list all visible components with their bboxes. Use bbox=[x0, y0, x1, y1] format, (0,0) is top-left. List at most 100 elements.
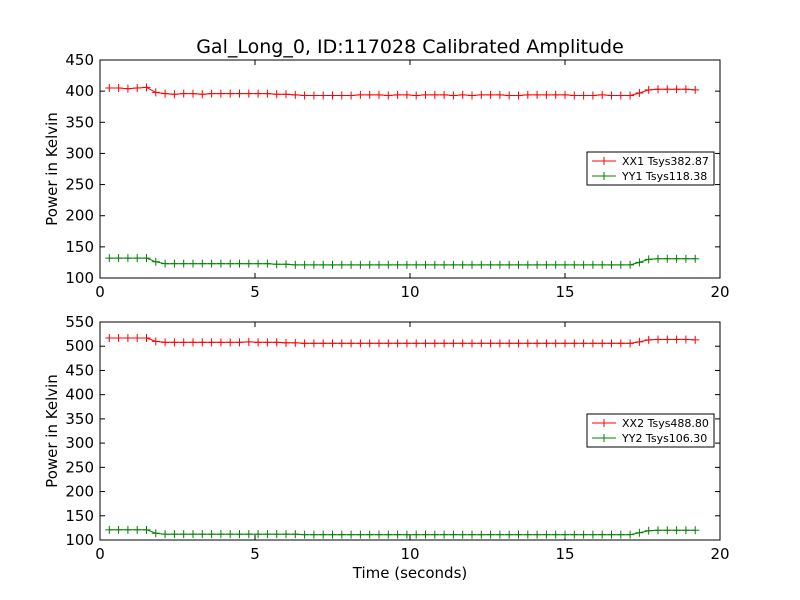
y-tick-label: 450 bbox=[65, 51, 94, 69]
data-point bbox=[458, 260, 467, 269]
data-point bbox=[691, 335, 700, 344]
data-point bbox=[626, 91, 635, 100]
y-axis-label: Power in Kelvin bbox=[43, 374, 61, 488]
data-point bbox=[133, 84, 142, 93]
data-point bbox=[123, 525, 132, 534]
data-point bbox=[468, 91, 476, 100]
data-point bbox=[356, 530, 365, 539]
data-point bbox=[309, 91, 318, 100]
data-point bbox=[337, 530, 346, 539]
data-point bbox=[114, 254, 123, 263]
data-point bbox=[123, 84, 132, 93]
data-point bbox=[523, 90, 532, 99]
data-point bbox=[672, 335, 681, 344]
legend-label: YY2 Tsys106.30 bbox=[621, 432, 707, 445]
data-point bbox=[440, 530, 449, 539]
data-point bbox=[561, 90, 569, 99]
data-point bbox=[179, 338, 188, 347]
data-point bbox=[533, 530, 542, 539]
data-point bbox=[170, 530, 179, 539]
data-point bbox=[198, 530, 207, 539]
data-point bbox=[542, 530, 551, 539]
data-point bbox=[579, 530, 588, 539]
data-point bbox=[393, 339, 402, 348]
data-point bbox=[198, 259, 207, 268]
data-point bbox=[644, 335, 653, 344]
data-point bbox=[179, 259, 188, 268]
data-point bbox=[663, 85, 672, 94]
data-point bbox=[644, 526, 653, 535]
y-tick-label: 550 bbox=[65, 313, 94, 331]
data-point bbox=[468, 260, 476, 269]
x-tick-label: 0 bbox=[95, 545, 105, 563]
data-point bbox=[505, 91, 514, 100]
y-tick-label: 200 bbox=[65, 207, 94, 225]
y-tick-label: 300 bbox=[65, 144, 94, 162]
data-point bbox=[551, 260, 560, 269]
series-line bbox=[109, 257, 696, 266]
data-point bbox=[681, 254, 690, 263]
data-point bbox=[486, 90, 495, 99]
chart-title: Gal_Long_0, ID:117028 Calibrated Amplitu… bbox=[196, 36, 624, 58]
data-point bbox=[607, 260, 616, 269]
data-point bbox=[375, 530, 383, 539]
data-point bbox=[458, 339, 467, 348]
data-point bbox=[151, 337, 160, 346]
data-point bbox=[458, 530, 467, 539]
data-point bbox=[365, 90, 374, 99]
data-point bbox=[691, 254, 700, 263]
data-point bbox=[254, 530, 263, 539]
data-point bbox=[300, 530, 309, 539]
data-point bbox=[235, 338, 244, 347]
data-point bbox=[495, 260, 504, 269]
data-point bbox=[393, 260, 402, 269]
data-point bbox=[486, 339, 495, 348]
data-point bbox=[440, 90, 449, 99]
data-point bbox=[542, 260, 551, 269]
legend-entry: XX1 Tsys382.87 bbox=[592, 155, 709, 168]
data-point bbox=[523, 530, 532, 539]
data-point bbox=[449, 339, 458, 348]
data-point bbox=[365, 530, 374, 539]
series-yy bbox=[105, 525, 700, 539]
data-point bbox=[216, 338, 225, 347]
data-point bbox=[486, 530, 495, 539]
data-point bbox=[347, 91, 356, 100]
x-tick-label: 15 bbox=[555, 283, 574, 301]
data-point bbox=[291, 90, 300, 99]
data-point bbox=[365, 339, 374, 348]
data-point bbox=[291, 530, 300, 539]
data-point bbox=[635, 258, 644, 267]
data-point bbox=[523, 260, 532, 269]
data-point bbox=[402, 530, 411, 539]
data-point bbox=[458, 90, 467, 99]
data-point bbox=[244, 89, 253, 98]
data-point bbox=[309, 339, 318, 348]
legend-label: YY1 Tsys118.38 bbox=[621, 170, 707, 183]
data-point bbox=[142, 525, 151, 534]
data-point bbox=[161, 89, 170, 98]
y-tick-label: 100 bbox=[65, 531, 94, 549]
legend-marker bbox=[600, 434, 608, 442]
data-point bbox=[672, 254, 681, 263]
data-point bbox=[579, 260, 588, 269]
data-point bbox=[133, 525, 142, 534]
data-point bbox=[207, 259, 216, 268]
data-point bbox=[375, 339, 383, 348]
data-point bbox=[189, 530, 197, 539]
data-point bbox=[328, 339, 337, 348]
data-point bbox=[588, 260, 597, 269]
data-point bbox=[123, 254, 132, 263]
data-point bbox=[523, 339, 532, 348]
data-point bbox=[347, 530, 356, 539]
data-point bbox=[384, 91, 393, 100]
data-point bbox=[216, 89, 225, 98]
data-point bbox=[430, 339, 439, 348]
y-tick-label: 400 bbox=[65, 386, 94, 404]
data-point bbox=[421, 90, 430, 99]
x-tick-label: 0 bbox=[95, 283, 105, 301]
data-point bbox=[533, 339, 542, 348]
x-tick-label: 10 bbox=[400, 545, 419, 563]
data-point bbox=[654, 85, 662, 94]
y-tick-label: 300 bbox=[65, 434, 94, 452]
